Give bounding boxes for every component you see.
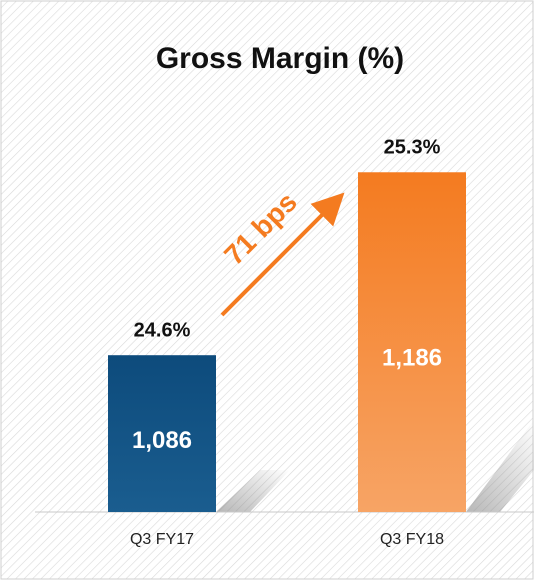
chart-title: Gross Margin (%) <box>156 42 404 75</box>
bar <box>358 172 466 512</box>
value-label: 25.3% <box>384 137 441 159</box>
inner-label: 1,086 <box>132 427 192 454</box>
shadow <box>216 470 290 512</box>
value-label: 24.6% <box>134 319 191 341</box>
shadow <box>466 420 534 512</box>
x-tick-label: Q3 FY18 <box>380 531 444 548</box>
x-tick-label: Q3 FY17 <box>130 531 194 548</box>
arrow <box>220 192 345 317</box>
inner-label: 1,186 <box>382 344 442 371</box>
bar <box>108 355 216 512</box>
